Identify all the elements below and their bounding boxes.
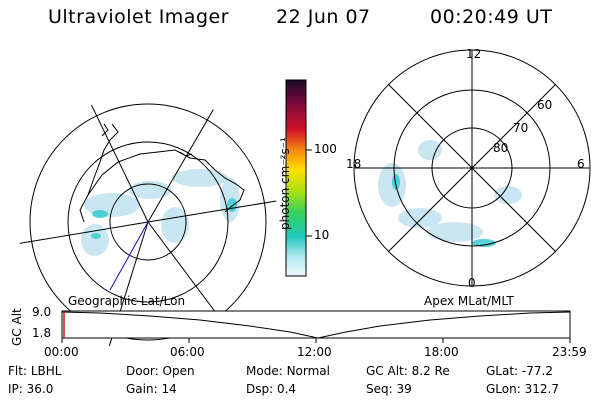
mlat-label-60: 60 bbox=[537, 98, 553, 112]
info-glon: GLon: 312.7 bbox=[486, 382, 559, 396]
glat-value: -77.2 bbox=[521, 364, 553, 378]
gain-value: 14 bbox=[161, 382, 177, 396]
altitude-curve bbox=[61, 311, 571, 339]
colorbar bbox=[285, 79, 307, 277]
mlt-label-18: 18 bbox=[346, 157, 362, 171]
info-gcalt: GC Alt: 8.2 Re bbox=[366, 364, 450, 378]
time-label: 00:20:49 UT bbox=[430, 6, 553, 28]
info-mode: Mode: Normal bbox=[246, 364, 330, 378]
colorbar-ticks bbox=[306, 149, 312, 237]
aurora-emission-right bbox=[378, 140, 522, 242]
info-door: Door: Open bbox=[126, 364, 195, 378]
info-flt: Flt: LBHL bbox=[8, 364, 62, 378]
latitude-circles bbox=[18, 92, 278, 352]
seq-value: 39 bbox=[396, 382, 412, 396]
timeline-ylabel: GC Alt bbox=[10, 308, 24, 346]
door-value: Open bbox=[162, 364, 195, 378]
timeline-plot bbox=[61, 310, 571, 343]
aurora-bright-right bbox=[392, 174, 496, 247]
dsp-value: 0.4 bbox=[276, 382, 297, 396]
gcalt-value: 8.2 Re bbox=[411, 364, 450, 378]
info-gain: Gain: 14 bbox=[126, 382, 177, 396]
date-label: 22 Jun 07 bbox=[276, 6, 371, 28]
instrument-title: Ultraviolet Imager bbox=[48, 6, 230, 28]
info-ip: IP: 36.0 bbox=[8, 382, 54, 396]
mode-value: Normal bbox=[286, 364, 330, 378]
info-seq: Seq: 39 bbox=[366, 382, 412, 396]
geographic-label: Geographic Lat/Lon bbox=[68, 294, 186, 308]
xtick-0000: 00:00 bbox=[44, 345, 79, 359]
apex-label: Apex MLat/MLT bbox=[424, 294, 514, 308]
mlt-label-0: 0 bbox=[468, 276, 476, 290]
info-dsp: Dsp: 0.4 bbox=[246, 382, 297, 396]
xtick-2359: 23:59 bbox=[552, 345, 587, 359]
mlt-label-6: 6 bbox=[577, 157, 585, 171]
geographic-map bbox=[18, 92, 278, 352]
magnetic-map bbox=[353, 49, 591, 287]
mlat-label-80: 80 bbox=[493, 141, 509, 155]
ytick-1.8: 1.8 bbox=[32, 326, 52, 340]
colorbar-tick-10: 10 bbox=[314, 228, 330, 242]
info-glat: GLat: -77.2 bbox=[486, 364, 553, 378]
satellite-track bbox=[109, 221, 149, 291]
mlat-label-70: 70 bbox=[513, 121, 529, 135]
xtick-1800: 18:00 bbox=[424, 345, 459, 359]
glon-value: 312.7 bbox=[524, 382, 559, 396]
ytick-9: 9.0 bbox=[32, 305, 52, 319]
mlt-label-12: 12 bbox=[466, 47, 482, 61]
colorbar-axis-label: photon cm⁻²s⁻¹ bbox=[278, 137, 292, 230]
ip-value: 36.0 bbox=[26, 382, 54, 396]
xtick-0600: 06:00 bbox=[170, 345, 205, 359]
flt-value: LBHL bbox=[30, 364, 62, 378]
colorbar-tick-100: 100 bbox=[314, 142, 337, 156]
xtick-1200: 12:00 bbox=[297, 345, 332, 359]
